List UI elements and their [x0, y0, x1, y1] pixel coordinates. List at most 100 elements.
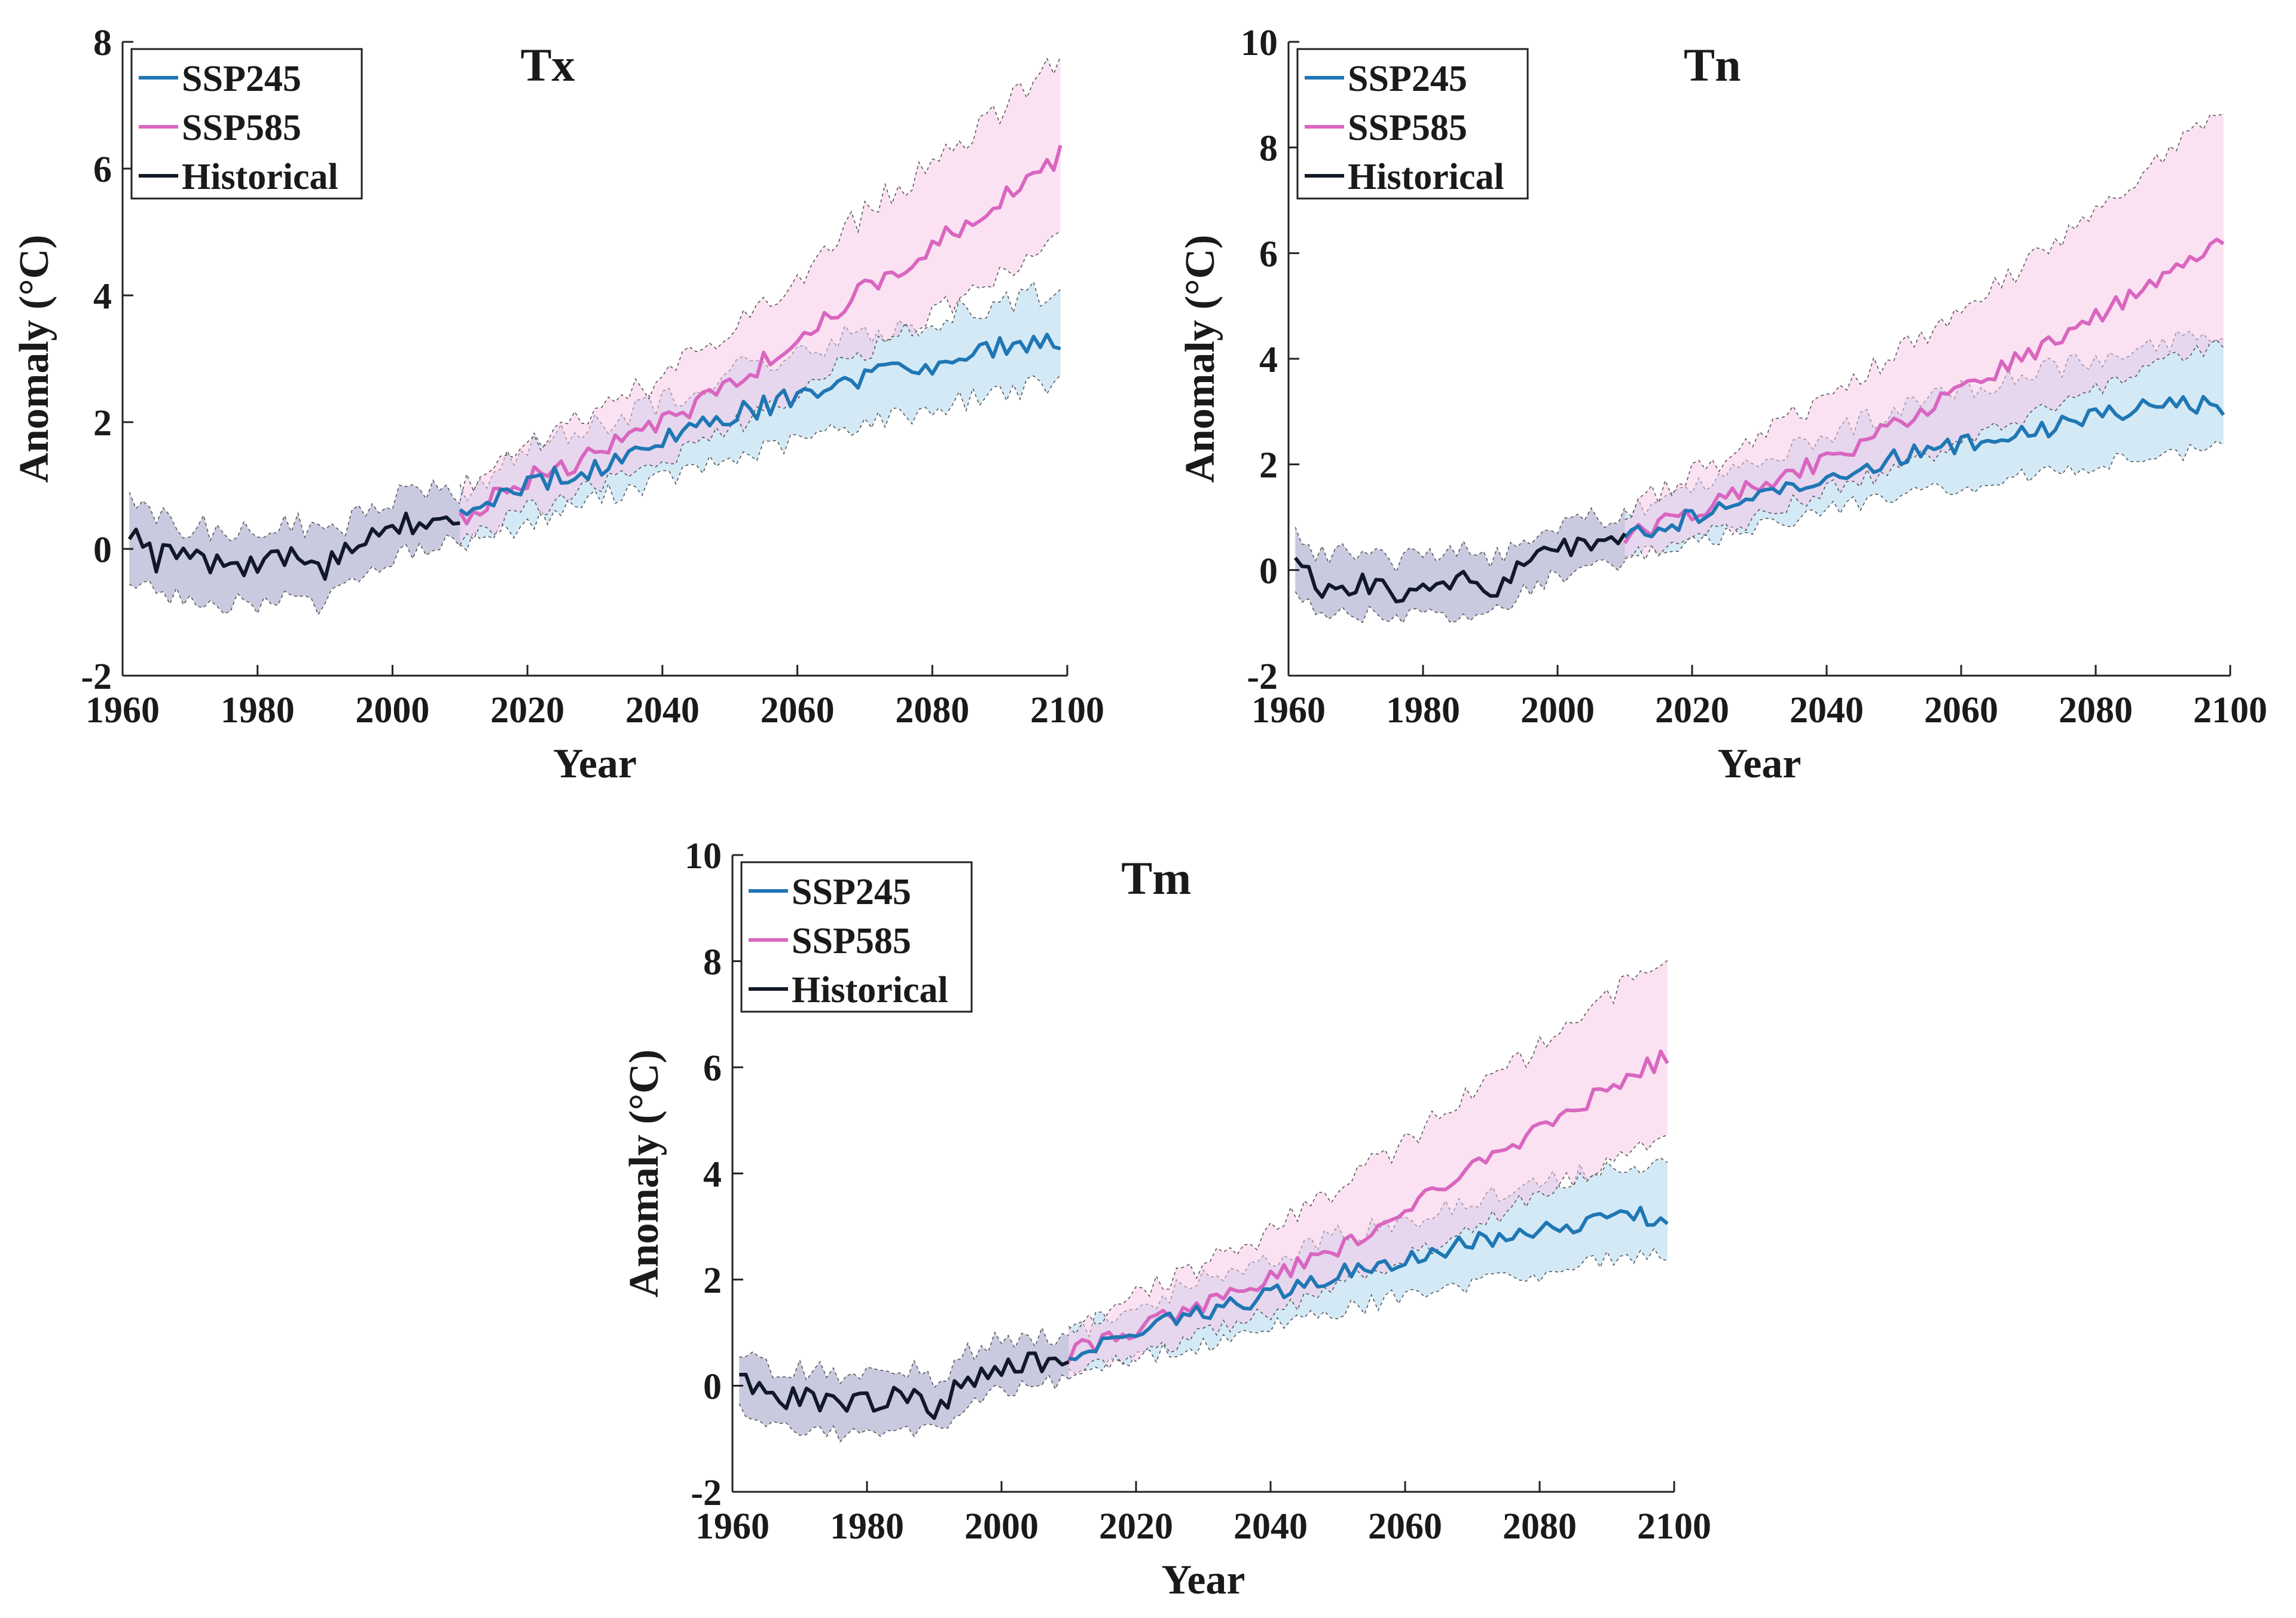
- band-edge-ssp585-low: [459, 231, 1061, 545]
- x-tick-label: 2060: [1368, 1506, 1442, 1547]
- y-tick-label: 0: [1259, 551, 1278, 591]
- legend: SSP245 SSP585 Historical: [1296, 48, 1529, 200]
- band-historical: [129, 480, 460, 615]
- band-edge-historical-high: [129, 479, 460, 542]
- y-tick-label: 10: [1241, 23, 1278, 63]
- legend-label-ssp585: SSP585: [1348, 108, 1467, 148]
- y-axis-label: Anomaly (°C): [11, 235, 57, 483]
- legend-label-ssp585: SSP585: [182, 108, 301, 148]
- band-historical: [739, 1327, 1069, 1442]
- chart-panel-tn: 1960 1980 2000 2020 2040 2060 2080 2100 -2 0 2 4 6 8 1…: [1177, 23, 2267, 787]
- series-line-historical: [739, 1351, 1070, 1420]
- y-tick-label: -2: [81, 657, 112, 697]
- band-edge-ssp245-low: [1068, 1247, 1668, 1375]
- y-tick-label: 8: [93, 23, 112, 63]
- legend: SSP245 SSP585 Historical: [130, 48, 363, 200]
- x-tick-label: 2080: [1503, 1506, 1577, 1547]
- band-ssp585: [1068, 960, 1668, 1379]
- x-tick-label: 2000: [964, 1506, 1039, 1547]
- legend-label-ssp245: SSP245: [792, 872, 911, 912]
- legend-label-historical: Historical: [182, 157, 338, 197]
- y-tick-label: 4: [703, 1155, 722, 1195]
- band-ssp585: [1625, 114, 2224, 560]
- band-edge-historical-low: [129, 534, 460, 616]
- chart-title: Tx: [520, 39, 575, 91]
- y-tick-label: 6: [1259, 234, 1278, 274]
- y-tick-label: 0: [93, 530, 112, 570]
- legend-box: [740, 861, 973, 1013]
- x-tick-label: 1980: [221, 690, 295, 731]
- x-tick-label: 1960: [1251, 690, 1326, 731]
- x-tick-label: 2000: [355, 690, 429, 731]
- x-axis-label: Year: [1162, 1557, 1245, 1603]
- chart-panel-tm: 1960 1980 2000 2020 2040 2060 2080 2100 -2 0 2 4 6 8 1…: [621, 836, 1711, 1603]
- band-edge-ssp585-high: [459, 56, 1061, 502]
- x-tick-label: 2040: [1790, 690, 1864, 731]
- x-tick-label: 1980: [1386, 690, 1460, 731]
- x-tick-label: 2060: [1924, 690, 1998, 731]
- x-tick-label: 2080: [895, 690, 969, 731]
- band-edge-ssp585-high: [1625, 113, 2224, 520]
- x-tick-label: 2000: [1521, 690, 1595, 731]
- series-line-ssp245: [459, 332, 1061, 517]
- series-line-historical: [127, 511, 460, 581]
- x-tick-label: 1960: [86, 690, 160, 731]
- band-edge-historical-low: [738, 1373, 1069, 1443]
- band-historical: [1295, 507, 1625, 623]
- band-ssp585: [460, 56, 1061, 545]
- y-tick-label: 2: [93, 403, 112, 444]
- y-tick-label: -2: [1247, 657, 1278, 697]
- band-edge-historical-low: [1294, 559, 1626, 624]
- chart-title: Tm: [1121, 852, 1191, 904]
- series-line-ssp245: [1623, 395, 2225, 539]
- band-edge-historical-high: [1294, 506, 1626, 573]
- y-tick-label: -2: [691, 1473, 722, 1513]
- band-ssp245: [460, 282, 1061, 551]
- y-tick-label: 8: [703, 942, 722, 983]
- chart-panel-tx: 1960 1980 2000 2020 2040 2060 2080 2100 -2 0 2 4 6 8 Y…: [11, 23, 1104, 787]
- series-line-historical: [1293, 532, 1627, 604]
- x-tick-label: 2100: [1637, 1506, 1711, 1547]
- legend-box: [130, 48, 363, 200]
- legend-label-ssp245: SSP245: [1348, 59, 1467, 99]
- x-tick-label: 2080: [2059, 690, 2133, 731]
- legend-box: [1296, 48, 1529, 200]
- y-tick-label: 2: [703, 1260, 722, 1301]
- legend-label-historical: Historical: [792, 970, 948, 1011]
- series-line-ssp585: [458, 145, 1062, 526]
- x-axis-label: Year: [1718, 741, 1802, 787]
- legend-label-ssp585: SSP585: [792, 921, 911, 961]
- y-tick-label: 4: [93, 276, 112, 317]
- x-tick-label: 1960: [695, 1506, 770, 1547]
- band-edge-ssp245-low: [1625, 439, 2224, 558]
- x-tick-label: 1980: [830, 1506, 904, 1547]
- x-tick-label: 2060: [761, 690, 835, 731]
- y-tick-label: 8: [1259, 129, 1278, 169]
- x-tick-label: 2040: [1234, 1506, 1308, 1547]
- x-tick-label: 2100: [1030, 690, 1104, 731]
- y-tick-label: 6: [703, 1048, 722, 1089]
- x-axis-label: Year: [553, 741, 637, 787]
- y-tick-label: 6: [93, 149, 112, 190]
- y-tick-label: 10: [685, 836, 722, 877]
- band-edge-ssp585-low: [1068, 1134, 1668, 1379]
- y-tick-label: 0: [703, 1367, 722, 1408]
- band-edge-ssp585-high: [1068, 960, 1668, 1335]
- x-tick-label: 2020: [1655, 690, 1729, 731]
- band-edge-ssp245-low: [459, 374, 1061, 551]
- x-tick-label: 2020: [490, 690, 564, 731]
- x-tick-label: 2100: [2193, 690, 2267, 731]
- series-line-ssp245: [1068, 1205, 1669, 1361]
- chart-title: Tn: [1684, 39, 1741, 91]
- legend: SSP245 SSP585 Historical: [740, 861, 973, 1013]
- legend-label-ssp245: SSP245: [182, 59, 301, 99]
- series-line-ssp585: [1623, 237, 2225, 545]
- y-tick-label: 4: [1259, 340, 1278, 380]
- x-tick-label: 2040: [625, 690, 700, 731]
- y-axis-label: Anomaly (°C): [621, 1049, 667, 1298]
- legend-label-historical: Historical: [1348, 157, 1504, 197]
- band-edge-historical-high: [739, 1326, 1069, 1389]
- y-tick-label: 2: [1259, 445, 1278, 486]
- y-axis-label: Anomaly (°C): [1177, 235, 1223, 483]
- x-tick-label: 2020: [1099, 1506, 1173, 1547]
